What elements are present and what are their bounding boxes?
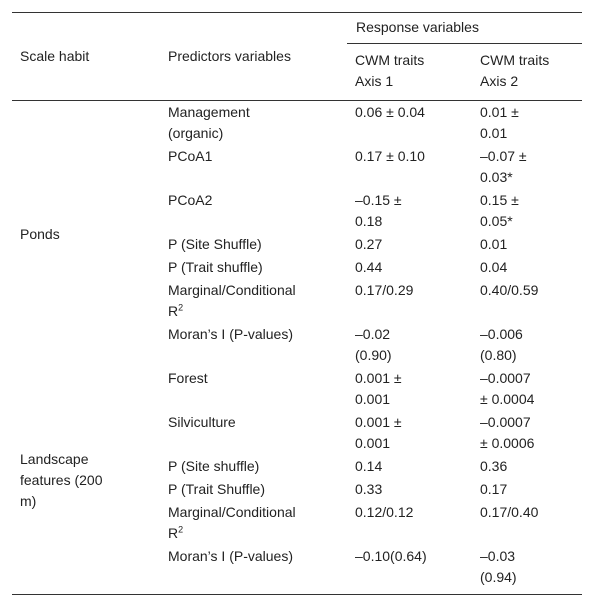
axis2-value: –0.006 (0.80) xyxy=(480,326,523,363)
axis1-value: 0.17 ± 0.10 xyxy=(355,148,425,164)
predictor-text: Marginal/Conditional R xyxy=(168,504,296,541)
predictor: Moran’s I (P-values) xyxy=(168,548,294,564)
axis2-value: –0.0007 ± 0.0004 xyxy=(480,370,535,407)
scale-habit: Landscape features (200 m) xyxy=(20,451,103,509)
axis2-value: –0.03 (0.94) xyxy=(480,548,517,585)
predictor: Marginal/Conditional R2 xyxy=(160,501,347,545)
predictor: Silviculture xyxy=(168,414,236,430)
axis2-value: 0.40/0.59 xyxy=(480,282,539,298)
axis1-value: 0.33 xyxy=(355,481,383,497)
table-row: Silviculture 0.001 ± 0.001 –0.0007 ± 0.000… xyxy=(12,411,582,455)
predictor: Management (organic) xyxy=(168,104,250,141)
predictor: P (Site Shuffle) xyxy=(168,236,262,252)
predictor: PCoA2 xyxy=(168,192,213,208)
predictor: Moran’s I (P-values) xyxy=(168,326,294,342)
header-axis1: CWM traits Axis 1 xyxy=(355,52,425,89)
table-row: P (Site Shuffle) 0.27 0.01 xyxy=(12,233,582,256)
predictor: Marginal/Conditional R2 xyxy=(160,279,347,323)
axis1-value: 0.001 ± 0.001 xyxy=(355,414,402,451)
axis2-value: 0.04 xyxy=(480,259,508,275)
header-axis2: CWM traits Axis 2 xyxy=(480,52,550,89)
superscript: 2 xyxy=(178,524,184,535)
table-row: Marginal/Conditional R2 0.12/0.12 0.17/0.4… xyxy=(12,501,582,545)
axis2-value: 0.36 xyxy=(480,458,508,474)
header-response-cell: Response variables xyxy=(347,13,582,44)
predictor: P (Site shuffle) xyxy=(168,458,260,474)
predictor: P (Trait shuffle) xyxy=(168,259,263,275)
table-row: Landscape features (200 m) Forest 0.001 ± … xyxy=(12,367,582,509)
table-row: PCoA2 –0.15 ± 0.18 0.15 ± 0.05* xyxy=(12,189,582,233)
table-row: P (Trait Shuffle) 0.33 0.17 xyxy=(12,478,582,501)
axis1-value: 0.17/0.29 xyxy=(355,282,414,298)
table-row: P (Trait shuffle) 0.44 0.04 xyxy=(12,256,582,279)
table-row: Moran’s I (P-values) –0.10(0.64) –0.03 (0.… xyxy=(12,545,582,595)
axis1-value: 0.44 xyxy=(355,259,383,275)
predictor-text: Marginal/Conditional R xyxy=(168,282,296,319)
scale-habit: Ponds xyxy=(20,225,60,242)
table-row: Moran’s I (P-values) –0.02 (0.90) –0.006 (… xyxy=(12,323,582,367)
axis1-value: –0.10(0.64) xyxy=(355,548,427,564)
axis1-value: –0.02 (0.90) xyxy=(355,326,392,363)
axis1-value: –0.15 ± 0.18 xyxy=(355,192,402,229)
header-scale-habit: Scale habit xyxy=(20,48,90,64)
results-table: Scale habit Predictors variables Respons… xyxy=(12,12,582,595)
axis1-value: 0.14 xyxy=(355,458,383,474)
predictor: PCoA1 xyxy=(168,148,213,164)
table-row: Ponds Management (organic) 0.06 ± 0.04 0.01… xyxy=(12,101,582,242)
table-row: P (Site shuffle) 0.14 0.36 xyxy=(12,455,582,478)
axis2-value: –0.0007 ± 0.0006 xyxy=(480,414,535,451)
table-body: Ponds Management (organic) 0.06 ± 0.04 0.01… xyxy=(12,101,582,595)
axis2-value: 0.15 ± 0.05* xyxy=(480,192,519,229)
axis2-value: 0.17/0.40 xyxy=(480,504,539,520)
predictor: Forest xyxy=(168,370,208,386)
header-predictors: Predictors variables xyxy=(168,48,291,64)
superscript: 2 xyxy=(178,302,184,313)
table-row: PCoA1 0.17 ± 0.10 –0.07 ± 0.03* xyxy=(12,145,582,189)
axis1-value: 0.27 xyxy=(355,236,383,252)
axis1-value: 0.12/0.12 xyxy=(355,504,414,520)
axis1-value: 0.06 ± 0.04 xyxy=(355,104,425,120)
axis2-value: 0.01 xyxy=(480,236,508,252)
axis1-value: 0.001 ± 0.001 xyxy=(355,370,402,407)
header-response: Response variables xyxy=(347,13,582,44)
axis2-value: 0.17 xyxy=(480,481,508,497)
table-row: Marginal/Conditional R2 0.17/0.29 0.40/0.5… xyxy=(12,279,582,323)
axis2-value: 0.01 ± 0.01 xyxy=(480,104,519,141)
predictor: P (Trait Shuffle) xyxy=(168,481,266,497)
axis2-value: –0.07 ± 0.03* xyxy=(480,148,527,185)
